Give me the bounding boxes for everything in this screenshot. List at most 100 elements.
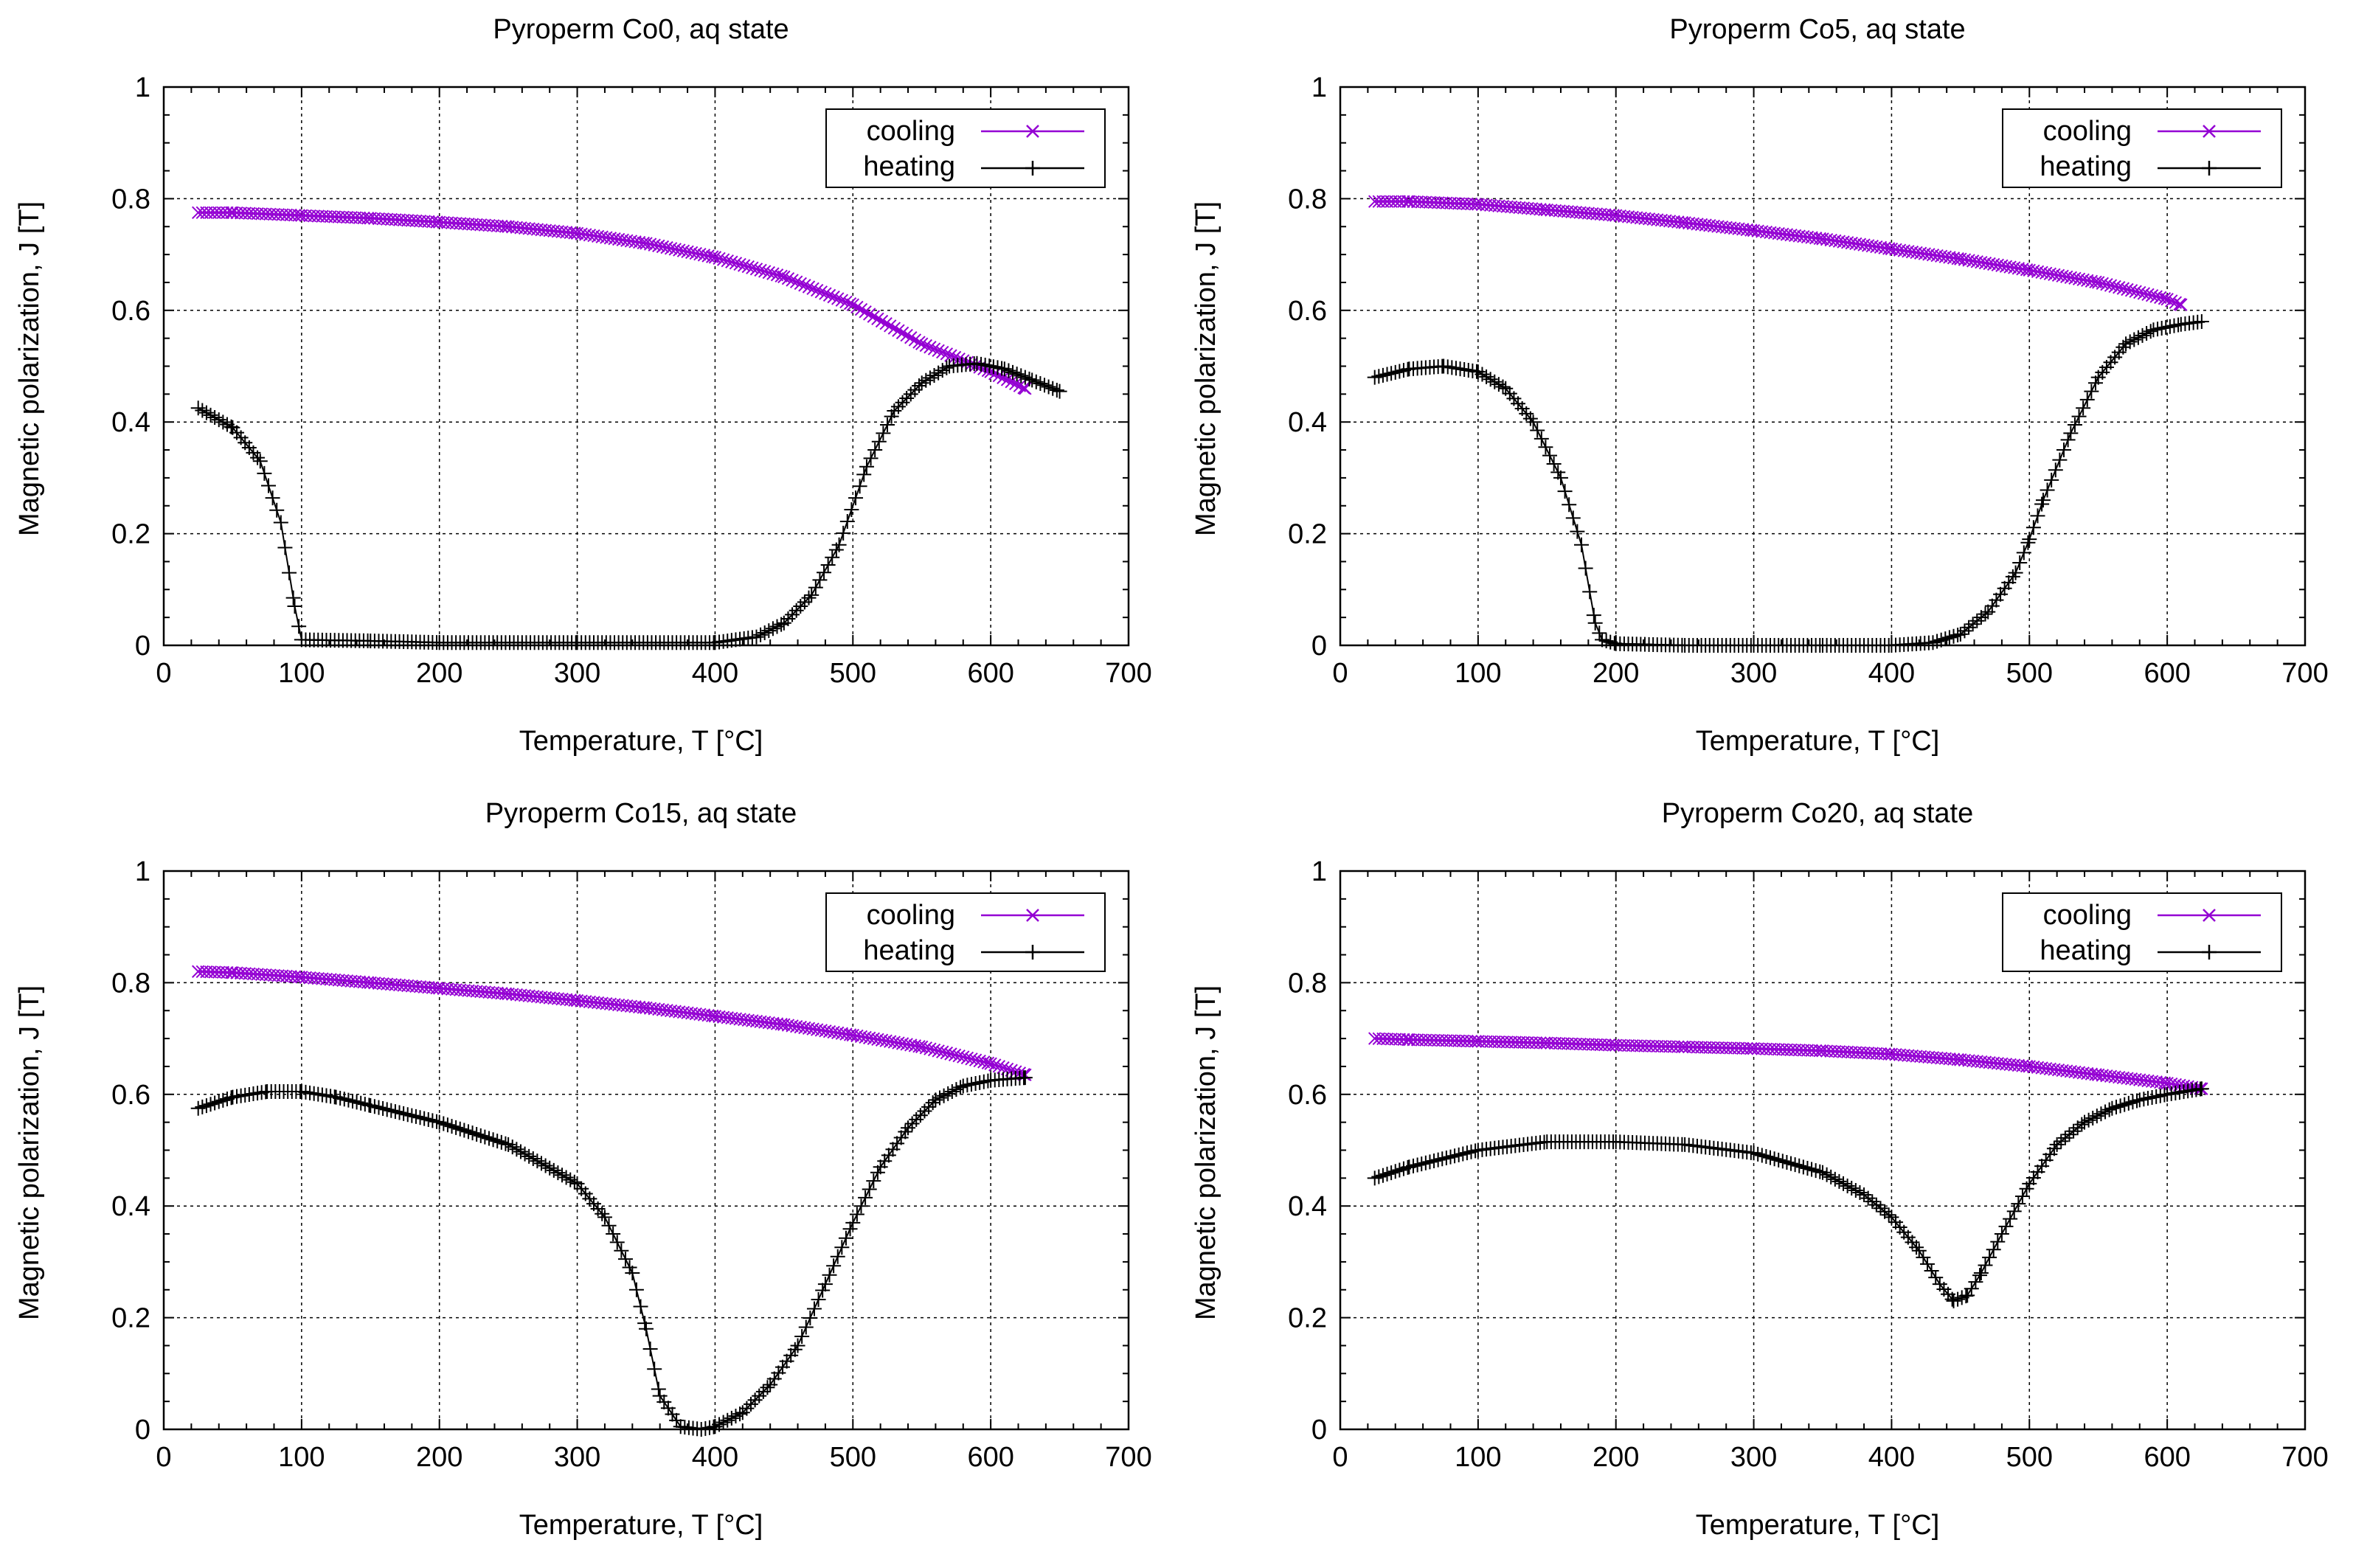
data-point-heating (2056, 443, 2071, 458)
data-point-heating (257, 465, 272, 481)
data-point-heating (1392, 1162, 1407, 1178)
data-point-heating (953, 1080, 968, 1095)
data-point-heating (858, 1190, 873, 1205)
data-point-heating (2025, 520, 2041, 535)
data-point-cooling (224, 966, 238, 979)
data-point-heating (783, 1347, 799, 1363)
data-point-cooling (786, 274, 799, 287)
data-point-heating (1787, 1157, 1803, 1173)
data-point-heating (1812, 1164, 1828, 1179)
data-point-heating (1881, 1207, 1896, 1223)
data-point-heating (815, 1283, 831, 1298)
data-point-heating (1025, 372, 1040, 388)
data-point-heating (845, 1215, 861, 1230)
data-point-heating (830, 1249, 845, 1264)
data-point-cooling (1401, 1033, 1415, 1047)
data-point-heating (1989, 592, 2004, 608)
y-tick-label: 0.2 (111, 1303, 150, 1334)
data-point-heating (1795, 1159, 1811, 1175)
data-point-heating (2008, 565, 2023, 580)
legend-marker-cooling (1026, 909, 1039, 922)
x-tick-label: 200 (1593, 1442, 1639, 1473)
data-point-cooling (923, 1042, 937, 1055)
data-point-cooling (915, 1040, 929, 1054)
data-point-cooling (708, 251, 722, 264)
y-tick-label: 0 (135, 631, 150, 662)
data-point-cooling (2068, 271, 2082, 285)
data-point-cooling (794, 277, 807, 291)
data-point-cooling (2141, 288, 2155, 302)
data-point-heating (1961, 620, 1977, 635)
data-point-cooling (716, 253, 730, 266)
data-point-heating (1950, 627, 1966, 642)
data-point-heating (2005, 569, 2020, 584)
data-point-cooling (721, 254, 734, 268)
data-point-heating (779, 1353, 794, 1369)
data-point-heating (757, 625, 772, 640)
chart-panel-co5: Pyroperm Co5, aq state Temperature, T [°… (1176, 0, 2353, 784)
data-point-cooling (766, 267, 780, 280)
data-point-heating (787, 1342, 803, 1357)
data-point-heating (944, 1084, 960, 1100)
data-point-cooling (948, 1048, 962, 1062)
data-point-cooling (875, 314, 889, 328)
data-point-heating (448, 1120, 464, 1135)
data-point-cooling (2160, 292, 2174, 306)
data-point-heating (1443, 1149, 1458, 1165)
data-point-heating (771, 1365, 786, 1381)
data-point-heating (765, 621, 780, 636)
legend: cooling heating (825, 108, 1106, 188)
data-point-cooling (895, 326, 909, 340)
data-point-heating (1924, 1263, 1939, 1279)
data-point-heating (1384, 366, 1399, 381)
x-tick-label: 200 (416, 1442, 462, 1473)
y-axis-label: Magnetic polarization, J [T] (14, 201, 45, 536)
data-point-heating (642, 1341, 658, 1356)
data-point-cooling (997, 371, 1010, 384)
data-point-heating (769, 619, 785, 634)
data-point-cooling (952, 352, 966, 366)
data-point-heating (866, 1173, 881, 1189)
legend-label-heating: heating (2040, 935, 2132, 966)
x-tick-label: 500 (2006, 658, 2053, 689)
data-point-cooling (2076, 273, 2090, 286)
data-point-heating (2162, 319, 2177, 334)
data-point-heating (1993, 586, 2009, 602)
data-point-cooling (2129, 285, 2142, 298)
data-point-heating (1387, 1164, 1403, 1179)
data-point-heating (1762, 1150, 1778, 1165)
data-point-cooling (777, 270, 791, 284)
x-tick-label: 500 (830, 658, 876, 689)
data-point-heating (465, 1125, 480, 1141)
data-point-heating (1808, 1163, 1823, 1179)
x-tick-label: 200 (1593, 658, 1639, 689)
x-tick-label: 0 (1332, 658, 1348, 689)
data-point-cooling (1397, 1033, 1410, 1047)
y-tick-label: 0.8 (111, 184, 150, 215)
data-point-cooling (871, 312, 884, 326)
data-point-heating (1598, 634, 1614, 649)
y-axis-label: Magnetic polarization, J [T] (14, 985, 45, 1320)
data-point-heating (1911, 1243, 1927, 1258)
data-point-cooling (2040, 266, 2053, 280)
data-point-heating (1997, 580, 2012, 596)
chart-title: Pyroperm Co20, aq state (1662, 798, 1973, 829)
x-tick-label: 500 (2006, 1442, 2053, 1473)
data-point-heating (1570, 524, 1585, 539)
data-point-cooling (846, 298, 859, 311)
data-point-cooling (693, 248, 707, 261)
data-point-heating (207, 409, 223, 425)
data-point-cooling (819, 287, 832, 300)
series-line-heating (1374, 320, 2203, 646)
data-point-cooling (2124, 284, 2138, 297)
data-point-heating (862, 1182, 877, 1197)
y-tick-label: 0.8 (1288, 184, 1327, 215)
data-point-heating (2044, 472, 2059, 488)
data-point-heating (1459, 1145, 1474, 1161)
data-point-heating (931, 365, 946, 381)
data-point-heating (848, 490, 864, 506)
data-point-cooling (2145, 288, 2159, 302)
data-point-heating (712, 1417, 727, 1432)
data-point-heating (972, 1075, 988, 1090)
data-point-heating (881, 1148, 896, 1163)
